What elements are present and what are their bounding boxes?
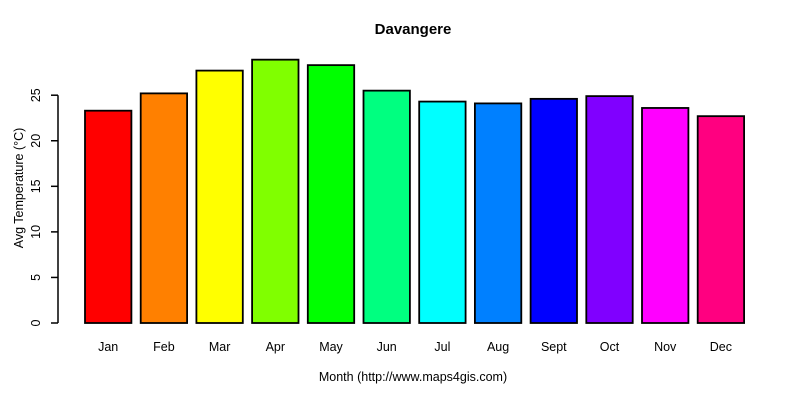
- bar-feb: [139, 92, 188, 324]
- x-tick-label-oct: Oct: [600, 340, 620, 354]
- x-tick-label-nov: Nov: [654, 340, 677, 354]
- y-axis-tick-label: 0: [29, 319, 43, 326]
- bar-jun: [362, 89, 411, 324]
- bar-jul: [418, 100, 467, 324]
- x-tick-label-jun: Jun: [377, 340, 397, 354]
- x-tick-label-mar: Mar: [209, 340, 231, 354]
- x-tick-label-aug: Aug: [487, 340, 509, 354]
- chart-title: Davangere: [374, 21, 452, 38]
- bar-dec: [696, 115, 746, 324]
- y-axis-tick-label: 25: [29, 88, 43, 102]
- x-tick-label-sept: Sept: [541, 340, 567, 354]
- bar-oct: [585, 95, 634, 324]
- bar-aug: [473, 102, 523, 324]
- x-tick-label-dec: Dec: [710, 340, 732, 354]
- x-tick-label-jul: Jul: [434, 340, 450, 354]
- bar-apr: [251, 58, 300, 324]
- x-axis-title: Month (http://www.maps4gis.com): [318, 370, 508, 384]
- bar-jan: [84, 109, 133, 324]
- bar-nov: [641, 107, 690, 324]
- bar-mar: [195, 69, 244, 324]
- bar-may: [306, 64, 356, 324]
- bar-sept: [529, 97, 578, 324]
- x-tick-label-may: May: [319, 340, 343, 354]
- y-axis-tick-label: 5: [29, 274, 43, 281]
- y-axis-tick-label: 15: [29, 179, 43, 193]
- y-axis-tick-label: 20: [29, 134, 43, 148]
- x-tick-label-jan: Jan: [98, 340, 118, 354]
- y-axis-tick-label: 10: [29, 225, 43, 239]
- x-tick-label-feb: Feb: [153, 340, 175, 354]
- x-tick-label-apr: Apr: [266, 340, 285, 354]
